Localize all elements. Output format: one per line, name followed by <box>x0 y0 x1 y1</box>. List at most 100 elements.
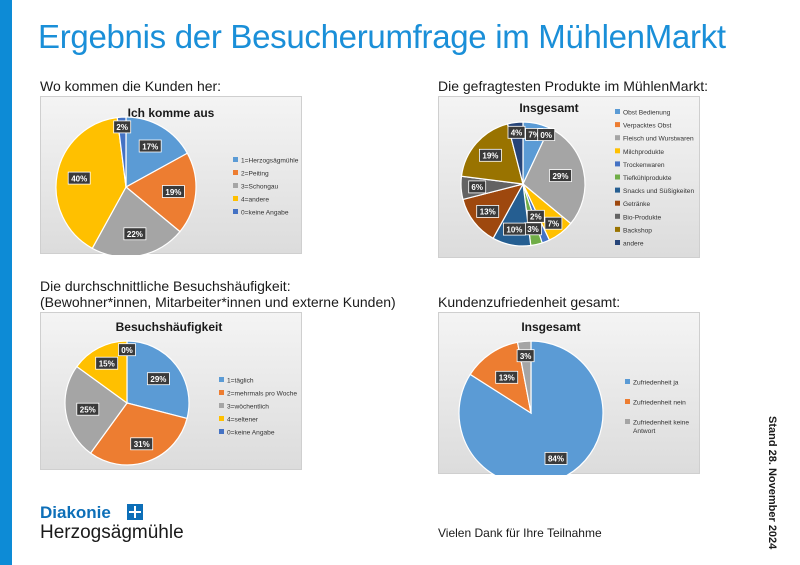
data-label: 17% <box>142 142 158 151</box>
page-title: Ergebnis der Besucherumfrage im MühlenMa… <box>38 18 726 55</box>
data-label-box <box>549 169 572 182</box>
data-label-box <box>76 402 100 416</box>
chart-title: Insgesamt <box>519 101 578 115</box>
chart-title: Besuchshäufigkeit <box>116 320 223 334</box>
legend-label: Trockenwaren <box>623 162 665 169</box>
legend-label: Bio-Produkte <box>623 214 661 221</box>
data-label: 19% <box>165 188 181 197</box>
legend-swatch <box>625 399 630 404</box>
chart-title: Insgesamt <box>521 320 580 334</box>
date-stamp: Stand 28. November 2024 <box>762 416 782 550</box>
legend-swatch <box>615 135 620 141</box>
chart-frequency-panel: Besuchshäufigkeit 29% 31% 25% 15% 0% 1=täglich… <box>40 312 302 470</box>
data-label-box <box>468 180 487 194</box>
legend-label: 3=Schongau <box>241 184 279 191</box>
legend-label: Obst Bedienung <box>623 110 671 117</box>
label-origin: Wo kommen die Kunden her: <box>40 78 222 94</box>
data-label-box <box>526 209 545 223</box>
legend-swatch <box>233 183 238 188</box>
legend-swatch <box>233 196 238 201</box>
side-accent-bar <box>0 0 12 565</box>
legend-swatch <box>615 187 620 193</box>
pie-chart-svg: Ich komme aus 17% 19% 22% 40% 2% 1=Herzogsägmü… <box>55 106 299 255</box>
legend-label: 1=täglich <box>227 378 254 385</box>
legend-label: 2=Peiting <box>241 171 269 178</box>
data-label-box <box>147 372 170 386</box>
legend-label: Getränke <box>623 201 650 208</box>
data-label-box <box>67 171 91 185</box>
data-label: 4% <box>511 129 523 138</box>
legend-label: Antwort <box>633 428 656 435</box>
data-label-box <box>516 349 535 363</box>
legend-label: 0=keine Angabe <box>227 430 275 437</box>
data-label: 40% <box>71 174 87 183</box>
legend-label: Snacks und Süßigkeiten <box>623 188 694 195</box>
data-label: 0% <box>540 131 552 140</box>
legend-swatch <box>615 122 620 128</box>
data-label-box <box>544 451 568 465</box>
data-label-box <box>503 222 526 236</box>
label-frequency: Die durchschnittliche Besuchshäufigkeit: <box>40 278 291 294</box>
data-label: 31% <box>134 440 150 449</box>
data-label: 3% <box>520 352 532 361</box>
data-label: 2% <box>116 123 128 132</box>
legend-label: 4=andere <box>241 197 269 204</box>
data-label-box <box>130 437 154 451</box>
legend-label: Backshop <box>623 227 652 234</box>
legend-swatch <box>233 157 238 162</box>
data-label: 15% <box>99 360 115 369</box>
legend-label: Zufriedenheit nein <box>633 400 686 407</box>
date-stamp-text: Stand 28. November 2024 <box>766 416 778 550</box>
thanks-text: Vielen Dank für Ihre Teilnahme <box>438 526 602 540</box>
legend-swatch <box>219 377 224 382</box>
legend-swatch <box>219 416 224 421</box>
legend-swatch <box>219 403 224 408</box>
pie-slice <box>76 340 128 405</box>
legend-swatch <box>615 240 620 245</box>
chart-origin-panel: Ich komme aus 17% 19% 22% 40% 2% 1=Herzogsägmü… <box>40 96 302 255</box>
data-label-box <box>138 139 162 153</box>
pie-slice <box>116 116 127 188</box>
data-label-box <box>537 128 556 142</box>
data-label-box <box>113 120 132 134</box>
data-label: 19% <box>482 152 498 161</box>
legend-swatch <box>233 209 238 214</box>
legend-label: Milchprodukte <box>623 149 664 156</box>
pie-slice <box>55 116 127 250</box>
data-label: 13% <box>480 208 496 217</box>
data-label: 2% <box>530 213 542 222</box>
legend-label: 0=keine Angabe <box>241 210 289 217</box>
label-frequency-sub: (Bewohner*innen, Mitarbeiter*innen und e… <box>40 294 396 310</box>
pie-chart-svg: Besuchshäufigkeit 29% 31% 25% 15% 0% 1=täglich… <box>64 320 297 466</box>
pie-slice <box>91 186 181 255</box>
data-label: 84% <box>548 455 564 464</box>
data-label: 6% <box>471 183 483 192</box>
diakonie-cross-icon <box>127 504 143 520</box>
legend-swatch <box>233 170 238 175</box>
legend-swatch <box>615 161 620 167</box>
data-label: 7% <box>528 131 540 140</box>
data-label: 25% <box>80 406 96 415</box>
legend-label: andere <box>623 241 644 248</box>
legend-label: Zufriedenheit ja <box>633 380 679 387</box>
legend-label: Zufriedenheit keine <box>633 420 689 427</box>
pie-slice <box>124 152 197 233</box>
data-label: 3% <box>527 225 539 234</box>
data-label-box <box>162 185 185 198</box>
legend-label: 3=wöchentlich <box>227 404 269 411</box>
legend-label: Tiefkühlprodukte <box>623 175 672 182</box>
legend-label: 2=mehrmals pro Woche <box>227 391 297 398</box>
data-label: 22% <box>127 230 143 239</box>
data-label-box <box>123 227 147 241</box>
chart-title: Ich komme aus <box>128 106 215 120</box>
data-label: 13% <box>499 374 515 383</box>
legend-swatch <box>615 148 620 154</box>
legend-swatch <box>219 429 224 434</box>
legend-swatch <box>615 109 620 114</box>
legend-swatch <box>615 213 620 219</box>
data-label: 7% <box>548 220 560 229</box>
brand-name: Diakonie <box>40 503 111 522</box>
legend-swatch <box>219 390 224 395</box>
data-label-box <box>476 205 500 218</box>
